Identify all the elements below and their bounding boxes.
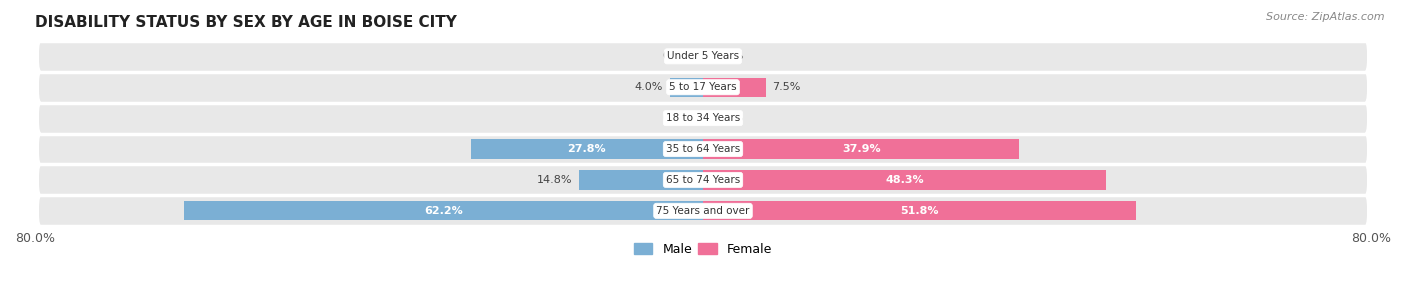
Text: Source: ZipAtlas.com: Source: ZipAtlas.com [1267, 12, 1385, 22]
Bar [703, 170, 1107, 189]
Text: 0.0%: 0.0% [662, 113, 690, 123]
Text: 48.3%: 48.3% [886, 175, 924, 185]
Text: 0.0%: 0.0% [716, 51, 744, 61]
Bar [579, 170, 703, 189]
Text: 0.0%: 0.0% [716, 113, 744, 123]
Text: 0.0%: 0.0% [662, 51, 690, 61]
Text: 37.9%: 37.9% [842, 144, 880, 154]
Text: 35 to 64 Years: 35 to 64 Years [666, 144, 740, 154]
Text: 62.2%: 62.2% [425, 206, 463, 216]
FancyBboxPatch shape [39, 103, 1367, 134]
Text: 75 Years and over: 75 Years and over [657, 206, 749, 216]
Text: Under 5 Years: Under 5 Years [666, 51, 740, 61]
Bar [471, 139, 703, 159]
FancyBboxPatch shape [39, 134, 1367, 164]
Bar [669, 78, 703, 97]
Text: DISABILITY STATUS BY SEX BY AGE IN BOISE CITY: DISABILITY STATUS BY SEX BY AGE IN BOISE… [35, 15, 457, 30]
Text: 7.5%: 7.5% [772, 82, 800, 92]
FancyBboxPatch shape [39, 72, 1367, 103]
Legend: Male, Female: Male, Female [628, 238, 778, 261]
Bar [703, 78, 766, 97]
Bar [184, 201, 703, 221]
FancyBboxPatch shape [39, 196, 1367, 226]
Text: 65 to 74 Years: 65 to 74 Years [666, 175, 740, 185]
Text: 5 to 17 Years: 5 to 17 Years [669, 82, 737, 92]
Text: 18 to 34 Years: 18 to 34 Years [666, 113, 740, 123]
Text: 14.8%: 14.8% [537, 175, 572, 185]
Text: 51.8%: 51.8% [900, 206, 939, 216]
Bar [703, 139, 1019, 159]
Bar [703, 201, 1136, 221]
Text: 27.8%: 27.8% [568, 144, 606, 154]
FancyBboxPatch shape [39, 41, 1367, 72]
FancyBboxPatch shape [39, 164, 1367, 196]
Text: 4.0%: 4.0% [634, 82, 662, 92]
